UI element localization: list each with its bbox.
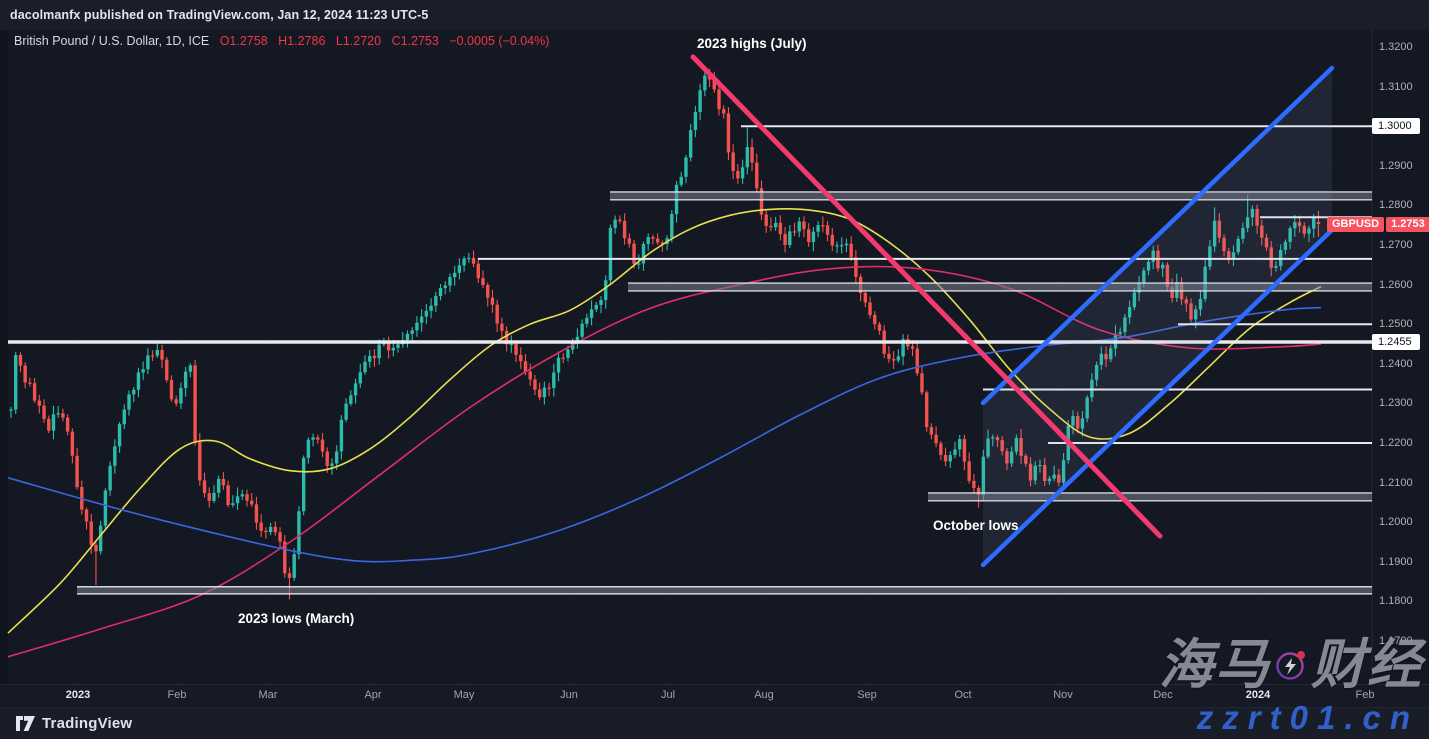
watermark-cn-right: 财经 [1311,635,1423,695]
time-tick-label: Sep [857,689,877,701]
watermark-cn-left: 海马 [1159,635,1271,695]
price-tick-label: 1.2000 [1379,516,1413,529]
time-tick-label: Feb [1355,689,1375,701]
price-tick-label: 1.2400 [1379,357,1413,370]
badge-price: 1.2753 [1386,216,1429,232]
chart-canvas[interactable] [0,30,1429,684]
price-tick-label: 1.2300 [1379,397,1413,410]
ma-mid-pink [7,265,1322,658]
price-tick-label: 1.2200 [1379,437,1413,449]
ohlc-high: H1.2786 [278,34,326,48]
symbol-title: British Pound / U.S. Dollar, 1D, ICE [14,34,210,48]
annotation-october-lows: October lows [933,518,1019,533]
price-tick-label: 1.1700 [1379,635,1413,647]
annotation-2023-lows: 2023 lows (March) [238,611,355,626]
channel-line [980,65,1335,406]
price-tick-label: 1.3200 [1379,41,1413,53]
price-tick-label: 1.2900 [1379,159,1413,172]
annotation-2023-highs: 2023 highs (July) [697,36,807,51]
time-axis[interactable]: 2023 Feb Mar Apr May Jun Jul Aug Sep Oct Nov Dec 202… [0,684,1429,708]
price-tick-label: 1.3100 [1379,80,1413,93]
watermark-brand-icon [1276,651,1305,680]
ma-slow-blue [7,306,1322,563]
chart-area: British Pound / U.S. Dollar, 1D, ICE O1.… [0,30,1429,739]
ohlc-close: C1.2753 [391,34,439,48]
price-tick-label: 1.2600 [1379,278,1413,291]
publisher-bar: dacolmanfx published on TradingView.com,… [0,0,1429,30]
ohlc-open: O1.2758 [219,34,268,48]
time-tick-label: 2023 [65,689,91,701]
channel-fill [983,67,1332,565]
supply-demand-zone [928,492,1372,501]
supply-demand-zone [628,283,1372,291]
symbol-info-row[interactable]: British Pound / U.S. Dollar, 1D, ICE O1.… [14,34,549,48]
price-flag-label: 1.3000 [1372,118,1420,135]
last-price-badge: GBPUSD 1.2753 [1327,216,1429,232]
bottom-bar: TradingView [0,707,1429,739]
time-tick-label: Oct [954,689,972,701]
publisher-text: dacolmanfx published on TradingView.com,… [10,8,429,22]
watermark-site: zzrt01.cn [1196,699,1419,736]
tradingview-logo-text: TradingView [42,715,133,732]
time-tick-label: 2024 [1245,689,1271,701]
ohlc-change: −0.0005 (−0.04%) [449,34,550,48]
supply-demand-zone [610,191,1372,200]
channel-line [980,227,1335,568]
time-tick-label: Feb [167,689,187,701]
price-tick-label: 1.1800 [1379,595,1413,608]
price-tick-label: 1.2500 [1379,318,1413,331]
time-tick-label: Dec [1153,689,1173,701]
price-tick-label: 1.2800 [1379,199,1413,212]
ma-fast-yellow [7,208,1322,634]
downtrend-line [690,54,1163,539]
price-axis[interactable]: 1.3200 1.3100 1.3000 1.2900 1.2800 1.2700 1.26… [1372,30,1429,684]
ohlc-low: L1.2720 [335,34,382,48]
tradingview-logo-icon [16,716,35,731]
time-tick-label: Jul [660,689,676,701]
candles [9,68,1321,600]
tradingview-logo[interactable]: TradingView [16,715,132,732]
price-tick-label: 1.1900 [1379,555,1413,568]
badge-symbol: GBPUSD [1327,216,1385,232]
price-tick-label: 1.2100 [1379,476,1413,489]
time-tick-label: Jun [560,689,578,701]
watermark-cn: 海马 财经 [1159,638,1423,692]
price-flag-label: 1.2455 [1372,334,1420,351]
time-tick-label: Mar [258,689,278,701]
supply-demand-zone [77,586,1372,594]
time-tick-label: May [453,689,475,701]
price-tick-label: 1.2700 [1379,239,1413,251]
time-tick-label: Aug [754,689,774,701]
time-tick-label: Nov [1053,689,1073,701]
time-tick-label: Apr [364,689,382,701]
